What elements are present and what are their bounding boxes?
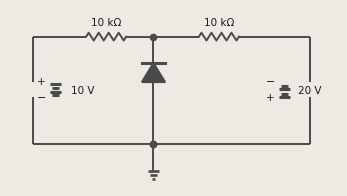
Text: 20 V: 20 V [298,85,322,95]
Text: +: + [37,76,46,86]
Text: 10 kΩ: 10 kΩ [91,18,121,28]
Text: 10 kΩ: 10 kΩ [204,18,234,28]
Polygon shape [142,63,165,82]
Text: −: − [37,93,46,103]
Text: 10 V: 10 V [70,85,94,95]
Text: −: − [266,76,275,86]
Text: +: + [266,93,275,103]
